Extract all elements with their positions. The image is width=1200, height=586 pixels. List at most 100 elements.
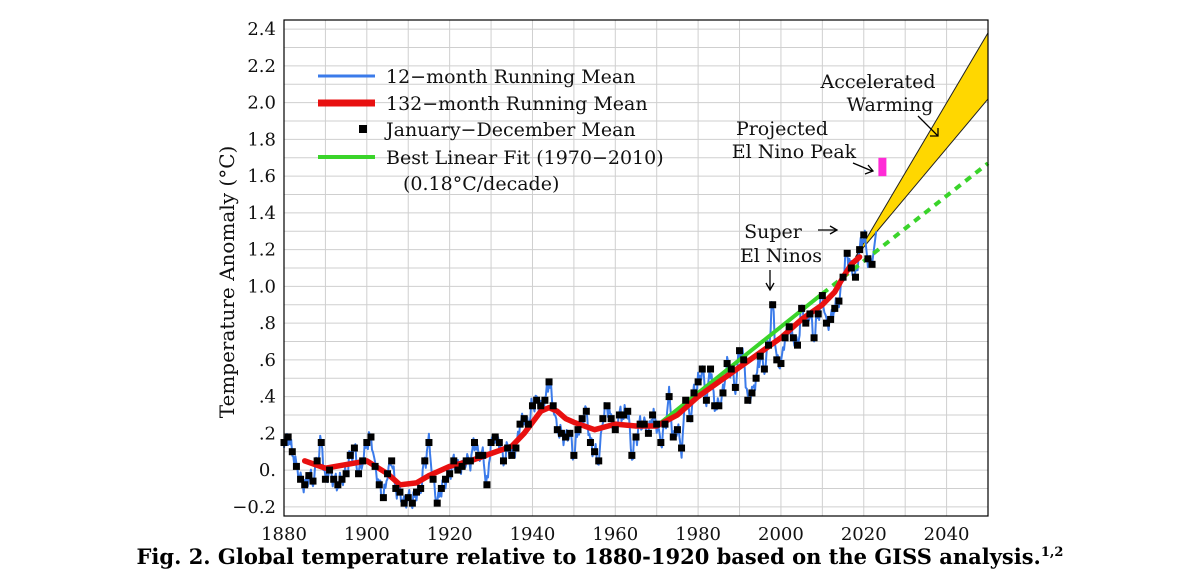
annual-mean-point — [313, 457, 321, 465]
annual-mean-point — [636, 420, 644, 428]
annual-mean-point — [466, 457, 474, 465]
annotation-projected-arrow — [852, 162, 873, 172]
running-132-month-line — [301, 254, 863, 488]
annual-mean-points — [280, 231, 876, 507]
annotation-super: Super — [744, 221, 803, 243]
annual-mean-point — [831, 304, 839, 312]
annual-mean-point — [711, 402, 719, 410]
annual-mean-point — [417, 484, 425, 492]
annual-mean-point — [330, 475, 338, 483]
annual-mean-point — [611, 426, 619, 434]
y-tick-label: .4 — [259, 387, 276, 408]
x-tick-label: 1920 — [427, 524, 473, 545]
annual-mean-point — [798, 304, 806, 312]
annual-mean-point — [446, 470, 454, 478]
annual-mean-point — [748, 389, 756, 397]
annual-mean-point — [822, 319, 830, 327]
annual-mean-point — [727, 365, 735, 373]
y-tick-label: .8 — [259, 313, 276, 334]
annotation-super-arrowhead-2 — [829, 225, 839, 235]
y-tick-label: 1.2 — [247, 240, 276, 261]
projected-el-nino-bar — [878, 157, 887, 177]
annotation-el-nino-peak: El Nino Peak — [732, 141, 857, 163]
annual-mean-point — [429, 475, 437, 483]
accelerated-warming-wedge — [855, 31, 989, 258]
annual-mean-point — [491, 433, 499, 441]
x-tick-label: 1940 — [510, 524, 556, 545]
annotations: Accelerated Warming Projected El Nino Pe… — [732, 71, 939, 292]
annual-mean-point — [557, 429, 565, 437]
annual-mean-point — [541, 396, 549, 404]
x-tick-label: 2040 — [924, 524, 970, 545]
annual-mean-point — [421, 457, 429, 465]
annual-mean-point — [371, 462, 379, 470]
annual-mean-point — [404, 494, 412, 502]
y-tick-label: 1.0 — [247, 276, 276, 297]
legend-label-running12: 12−month Running Mean — [386, 66, 636, 88]
x-tick-labels: 1880 1900 1920 1940 1960 1980 2000 2020 2040 — [261, 524, 969, 545]
caption-text: Fig. 2. Global temperature relative to 1… — [136, 544, 1041, 569]
annual-mean-point — [288, 448, 296, 456]
annual-mean-point — [740, 356, 748, 364]
annual-mean-point — [499, 457, 507, 465]
annual-mean-point — [363, 439, 371, 447]
y-tick-label: .2 — [259, 423, 276, 444]
annual-mean-point — [698, 365, 706, 373]
annual-mean-point — [462, 457, 470, 465]
annual-mean-point — [806, 310, 814, 318]
annual-mean-point — [346, 451, 354, 459]
y-tick-label: 2.4 — [247, 19, 276, 40]
legend-label-running132: 132−month Running Mean — [386, 93, 648, 115]
annual-mean-point — [744, 396, 752, 404]
annual-mean-point — [338, 475, 346, 483]
x-tick-label: 1960 — [592, 524, 638, 545]
annual-mean-point — [765, 341, 773, 349]
annual-mean-point — [388, 457, 396, 465]
annual-mean-point — [433, 499, 441, 507]
annual-mean-point — [591, 448, 599, 456]
annual-mean-point — [752, 374, 760, 382]
annual-mean-point — [649, 411, 657, 419]
annual-mean-point — [690, 389, 698, 397]
annual-mean-point — [342, 470, 350, 478]
annual-mean-point — [702, 396, 710, 404]
annual-mean-point — [553, 426, 561, 434]
annual-mean-point — [326, 466, 334, 474]
y-axis-label: Temperature Anomaly (°C) — [215, 146, 239, 419]
x-tick-label: 1900 — [344, 524, 390, 545]
annual-mean-point — [661, 420, 669, 428]
annual-mean-point — [512, 444, 520, 452]
annotation-accelerated-arrowhead — [930, 128, 939, 137]
annual-mean-point — [450, 457, 458, 465]
annual-mean-point — [495, 439, 503, 447]
annual-mean-point — [562, 433, 570, 441]
annual-mean-point — [615, 411, 623, 419]
y-tick-label: 2.0 — [247, 93, 276, 114]
x-tick-label: 2000 — [758, 524, 804, 545]
annual-mean-point — [715, 402, 723, 410]
linear-fit-series — [655, 161, 990, 428]
annual-mean-point — [653, 420, 661, 428]
annual-mean-point — [334, 481, 342, 489]
annual-mean-point — [479, 451, 487, 459]
annual-mean-point — [367, 433, 375, 441]
annual-mean-point — [375, 481, 383, 489]
annual-mean-point — [669, 433, 677, 441]
y-tick-label: 1.8 — [247, 129, 276, 150]
annual-mean-point — [284, 433, 292, 441]
y-tick-label: .6 — [259, 350, 276, 371]
annual-mean-point — [686, 415, 694, 423]
annual-mean-point — [574, 426, 582, 434]
annual-mean-point — [425, 439, 433, 447]
annual-mean-point — [396, 488, 404, 496]
annual-mean-point — [719, 389, 727, 397]
annual-mean-point — [475, 451, 483, 459]
annotation-el-ninos: El Ninos — [740, 245, 822, 267]
annual-mean-point — [607, 415, 615, 423]
figure-caption: Fig. 2. Global temperature relative to 1… — [0, 544, 1200, 569]
legend-label-annual: January−December Mean — [384, 119, 636, 141]
annotation-warming: Warming — [847, 94, 934, 116]
annual-mean-point — [292, 462, 300, 470]
annual-mean-point — [454, 466, 462, 474]
annual-mean-point — [620, 411, 628, 419]
